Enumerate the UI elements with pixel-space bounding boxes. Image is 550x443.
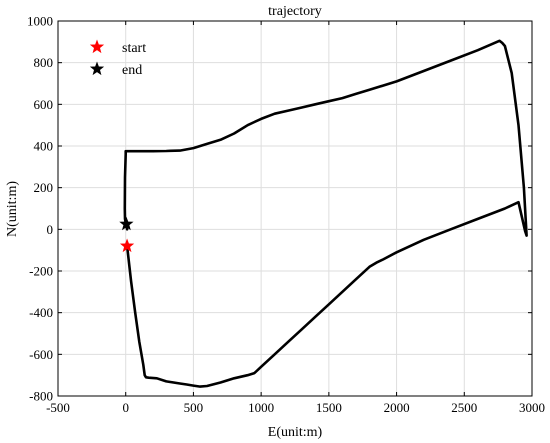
y-tick-label: -800 xyxy=(29,389,53,404)
x-tick-label: 2000 xyxy=(384,400,410,415)
x-tick-label: 500 xyxy=(184,400,204,415)
legend: start end xyxy=(89,39,146,78)
trajectory-markers xyxy=(119,216,135,253)
axis-ticks: -500 0 500 1000 1500 2000 2500 3000-800-600-400… xyxy=(27,14,545,416)
y-tick-label: 0 xyxy=(47,222,54,237)
x-tick-label: -500 xyxy=(46,400,70,415)
trajectory-line xyxy=(123,39,528,388)
x-tick-label: 1500 xyxy=(316,400,342,415)
legend-end-star-icon xyxy=(89,61,105,76)
plot-frame xyxy=(57,20,533,397)
end-star-marker xyxy=(119,216,134,231)
y-tick-label: 800 xyxy=(34,55,54,70)
y-tick-label: -400 xyxy=(29,305,53,320)
y-tick-label: -600 xyxy=(29,347,53,362)
legend-end-label: end xyxy=(122,63,142,78)
start-star-marker xyxy=(119,238,135,253)
legend-start-label: start xyxy=(122,41,146,56)
legend-start-star-icon xyxy=(89,39,105,54)
y-axis-label: N(unit:m) xyxy=(5,181,20,237)
chart-title: trajectory xyxy=(268,4,322,19)
x-tick-label: 1000 xyxy=(248,400,274,415)
y-tick-label: 600 xyxy=(34,97,54,112)
start-star-icon xyxy=(89,39,105,54)
y-tick-label: 1000 xyxy=(27,14,53,29)
x-tick-label: 3000 xyxy=(519,400,545,415)
end-star-icon xyxy=(89,61,105,76)
y-tick-label: 400 xyxy=(34,139,54,154)
y-tick-label: -200 xyxy=(29,264,53,279)
x-tick-label: 2500 xyxy=(451,400,477,415)
x-tick-label: 0 xyxy=(122,400,129,415)
grid-lines xyxy=(58,21,532,396)
trajectory-plot-area xyxy=(123,39,528,388)
x-axis-label: E(unit:m) xyxy=(268,425,323,440)
y-tick-label: 200 xyxy=(34,180,54,195)
